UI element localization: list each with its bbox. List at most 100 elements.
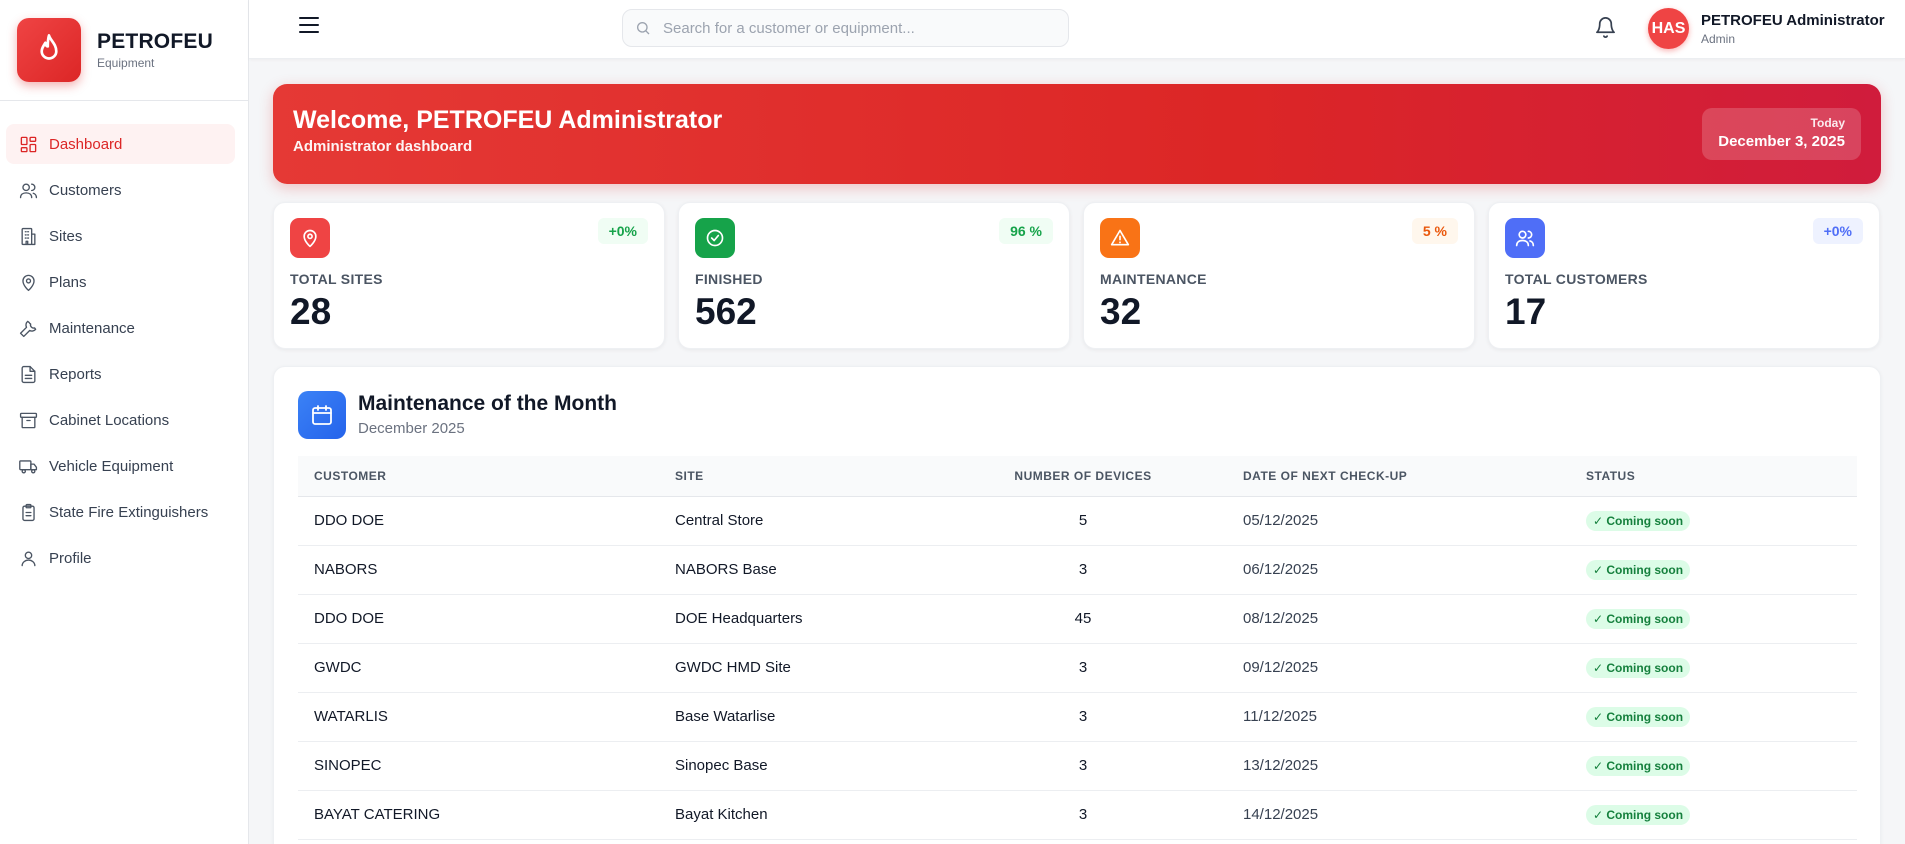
hamburger-menu-icon[interactable] xyxy=(299,17,321,39)
brand[interactable]: PETROFEU Equipment xyxy=(0,0,248,101)
sidebar-item-cabinet-locations[interactable]: Cabinet Locations xyxy=(6,400,235,440)
map-pin-icon xyxy=(290,218,330,258)
status-badge: ✓ Coming soon xyxy=(1586,804,1691,825)
sidebar-nav: Dashboard Customers Sites Plans Maintena… xyxy=(0,101,248,578)
column-header-customer[interactable]: CUSTOMER xyxy=(314,468,387,483)
panel-subtitle: December 2025 xyxy=(358,420,465,437)
sidebar-item-customers[interactable]: Customers xyxy=(6,170,235,210)
today-date: December 3, 2025 xyxy=(1718,133,1845,150)
building-icon xyxy=(18,226,38,246)
cell-devices: 3 xyxy=(1078,561,1088,578)
sidebar-item-label: Cabinet Locations xyxy=(49,411,170,429)
maintenance-panel: Maintenance of the Month December 2025 C… xyxy=(273,366,1881,844)
sidebar-item-vehicle-equipment[interactable]: Vehicle Equipment xyxy=(6,446,235,486)
status-badge: ✓ Coming soon xyxy=(1586,755,1691,776)
sidebar-item-dashboard[interactable]: Dashboard xyxy=(6,124,235,164)
stat-card-total-customers[interactable]: +0% TOTAL CUSTOMERS 17 xyxy=(1488,202,1880,349)
cell-status: ✓ Coming soon xyxy=(1570,545,1857,594)
status-badge: ✓ Coming soon xyxy=(1586,510,1691,531)
table-row[interactable]: SINOPEC Sinopec Base 3 13/12/2025 ✓ Comi… xyxy=(298,741,1857,790)
stat-value: 562 xyxy=(695,291,757,332)
sidebar-item-reports[interactable]: Reports xyxy=(6,354,235,394)
cell-site: Central Store xyxy=(675,512,764,529)
welcome-subtitle: Administrator dashboard xyxy=(293,138,473,155)
cell-date: 06/12/2025 xyxy=(1243,561,1319,578)
user-info[interactable]: PETROFEU Administrator Admin xyxy=(1701,12,1885,46)
table-row[interactable]: WATARLIS Base Watarlise 3 11/12/2025 ✓ C… xyxy=(298,692,1857,741)
today-box: Today December 3, 2025 xyxy=(1702,108,1861,160)
cell-devices: 45 xyxy=(1074,610,1092,627)
cell-date: 05/12/2025 xyxy=(1243,512,1319,529)
stat-badge: 96 % xyxy=(999,218,1053,244)
flame-icon xyxy=(17,18,81,82)
table-row[interactable]: BAYAT CATERING Bayat Kitchen 3 14/12/202… xyxy=(298,790,1857,839)
table-row[interactable]: GWDC GWDC HMD Site 3 09/12/2025 ✓ Coming… xyxy=(298,643,1857,692)
column-header-status[interactable]: STATUS xyxy=(1586,468,1636,483)
cell-devices: 3 xyxy=(1078,659,1088,676)
cell-date: 09/12/2025 xyxy=(1243,659,1319,676)
cell-date: 14/12/2025 xyxy=(1243,806,1319,823)
cell-status: ✓ Coming soon xyxy=(1570,594,1857,643)
column-header-site[interactable]: SITE xyxy=(675,468,704,483)
cell-site: DOE Headquarters xyxy=(675,610,803,627)
sidebar-item-label: Profile xyxy=(49,549,92,567)
status-badge: ✓ Coming soon xyxy=(1586,706,1691,727)
cell-devices: 3 xyxy=(1078,708,1088,725)
brand-subtitle: Equipment xyxy=(97,56,155,70)
sidebar-item-label: Plans xyxy=(49,273,87,291)
status-badge: ✓ Coming soon xyxy=(1586,608,1691,629)
cell-devices: 5 xyxy=(1078,512,1088,529)
stat-label: FINISHED xyxy=(695,271,763,287)
sidebar-item-label: State Fire Extinguishers xyxy=(49,503,209,521)
cell-site: Base Watarlise xyxy=(675,708,776,725)
cell-status: ✓ Coming soon xyxy=(1570,790,1857,839)
column-header-devices[interactable]: NUMBER OF DEVICES xyxy=(1014,468,1152,483)
table-row[interactable]: NABORS NABORS Base 3 06/12/2025 ✓ Coming… xyxy=(298,545,1857,594)
sidebar-item-label: Customers xyxy=(49,181,122,199)
sidebar-item-profile[interactable]: Profile xyxy=(6,538,235,578)
cell-customer: DDO DOE xyxy=(314,610,385,627)
file-icon xyxy=(18,364,38,384)
stat-label: MAINTENANCE xyxy=(1100,271,1207,287)
sidebar-item-plans[interactable]: Plans xyxy=(6,262,235,302)
welcome-title: Welcome, PETROFEU Administrator xyxy=(293,106,723,134)
sidebar-item-label: Maintenance xyxy=(49,319,135,337)
cell-devices: 3 xyxy=(1078,757,1088,774)
sidebar-item-state-fire-extinguishers[interactable]: State Fire Extinguishers xyxy=(6,492,235,532)
table-header-row: CUSTOMER SITE NUMBER OF DEVICES DATE OF … xyxy=(298,456,1857,496)
cell-status: ✓ Coming soon xyxy=(1570,692,1857,741)
warning-icon xyxy=(1100,218,1140,258)
map-pin-icon xyxy=(18,272,38,292)
brand-name: PETROFEU xyxy=(97,30,213,53)
notification-bell-icon[interactable] xyxy=(1594,16,1618,40)
cell-customer: BAYAT CATERING xyxy=(314,806,441,823)
table-row[interactable]: DDO DOE Central Store 5 05/12/2025 ✓ Com… xyxy=(298,496,1857,545)
table-row[interactable]: DDO DOE DOE Headquarters 45 08/12/2025 ✓… xyxy=(298,594,1857,643)
stat-card-finished[interactable]: 96 % FINISHED 562 xyxy=(678,202,1070,349)
stat-card-total-sites[interactable]: +0% TOTAL SITES 28 xyxy=(273,202,665,349)
stat-card-maintenance[interactable]: 5 % MAINTENANCE 32 xyxy=(1083,202,1475,349)
archive-icon xyxy=(18,410,38,430)
sidebar-item-label: Sites xyxy=(49,227,83,245)
cell-site: GWDC HMD Site xyxy=(675,659,791,676)
user-role: Admin xyxy=(1701,32,1736,46)
stat-value: 32 xyxy=(1100,291,1142,332)
today-label: Today xyxy=(1810,116,1845,130)
column-header-date[interactable]: DATE OF NEXT CHECK-UP xyxy=(1243,468,1408,483)
stat-label: TOTAL CUSTOMERS xyxy=(1505,271,1648,287)
wrench-icon xyxy=(18,318,38,338)
sidebar-item-maintenance[interactable]: Maintenance xyxy=(6,308,235,348)
users-icon xyxy=(1505,218,1545,258)
check-circle-icon xyxy=(695,218,735,258)
user-icon xyxy=(18,548,38,568)
cell-customer: NABORS xyxy=(314,561,378,578)
cell-customer: SINOPEC xyxy=(314,757,382,774)
sidebar-item-sites[interactable]: Sites xyxy=(6,216,235,256)
search-input[interactable] xyxy=(663,19,1053,37)
stat-value: 17 xyxy=(1505,291,1547,332)
users-icon xyxy=(18,180,38,200)
cell-devices: 3 xyxy=(1078,806,1088,823)
stat-badge: +0% xyxy=(597,218,648,244)
avatar[interactable]: HAS xyxy=(1648,8,1689,49)
search-bar[interactable] xyxy=(622,9,1069,47)
